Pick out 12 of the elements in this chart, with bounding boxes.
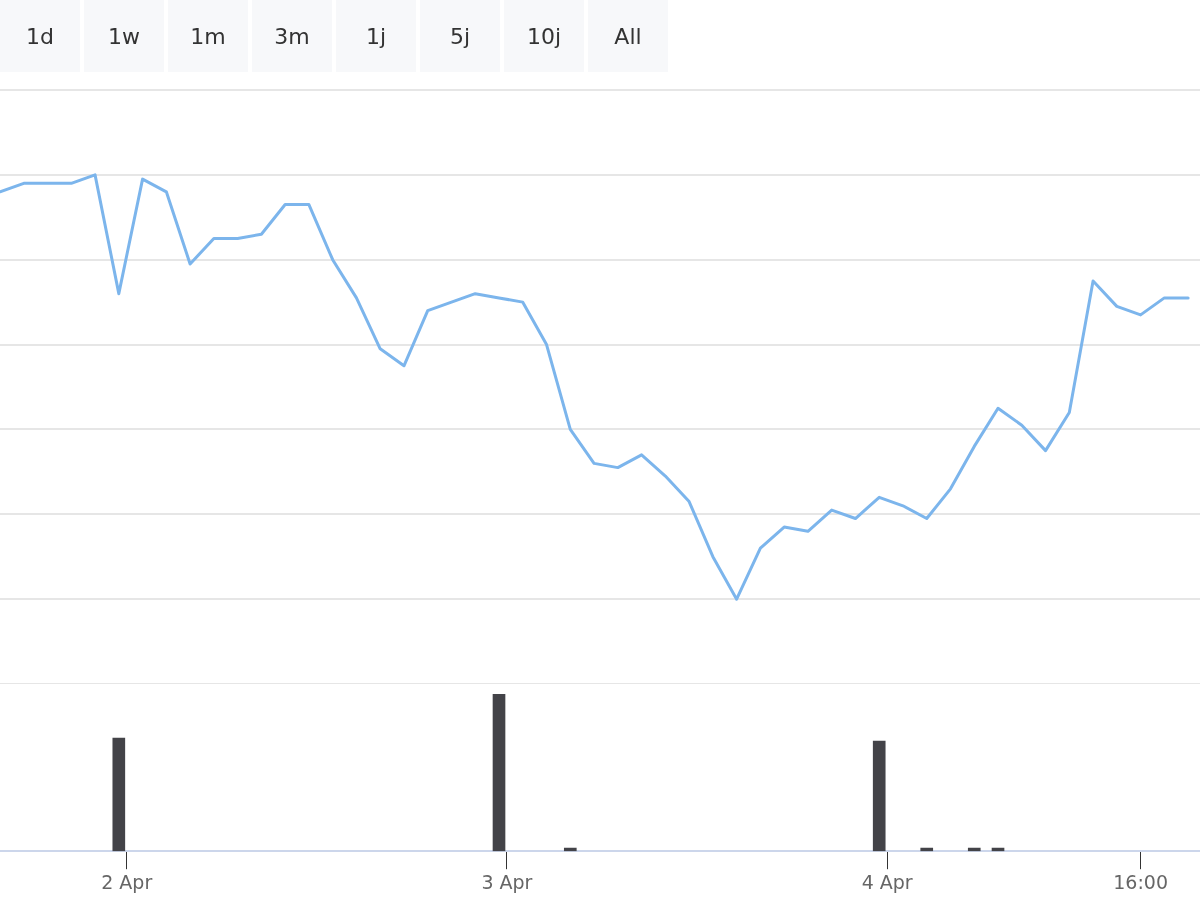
text: 1d [0, 0, 80, 72]
text: All [588, 0, 668, 72]
x-tick-label: 3 Apr [481, 870, 533, 893]
text: 5j [420, 0, 500, 72]
text: 1j [336, 0, 416, 72]
x-tick-label: 2 Apr [101, 870, 153, 893]
x-tick-label: 16:00 [1113, 870, 1168, 893]
text: 1w [84, 0, 164, 72]
text: 10j [504, 0, 584, 72]
x-tick-label: 4 Apr [861, 870, 913, 893]
text: 1m [168, 0, 248, 72]
text: 3m [252, 0, 332, 72]
